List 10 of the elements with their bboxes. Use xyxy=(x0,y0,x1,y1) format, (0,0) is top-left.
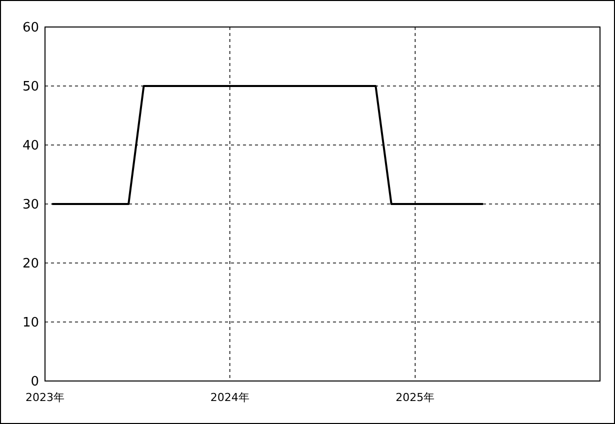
y-tick-label: 0 xyxy=(30,374,39,390)
y-tick-label: 20 xyxy=(22,256,39,272)
y-tick-label: 10 xyxy=(22,316,39,331)
y-tick-label: 40 xyxy=(22,138,39,154)
x-tick-label: 2023年 xyxy=(26,391,64,404)
y-tick-label: 30 xyxy=(22,198,39,213)
y-tick-label: 50 xyxy=(22,80,39,95)
x-tick-label: 2024年 xyxy=(210,391,250,404)
x-tick-label: 2025年 xyxy=(396,391,435,404)
y-tick-label: 60 xyxy=(22,20,39,36)
